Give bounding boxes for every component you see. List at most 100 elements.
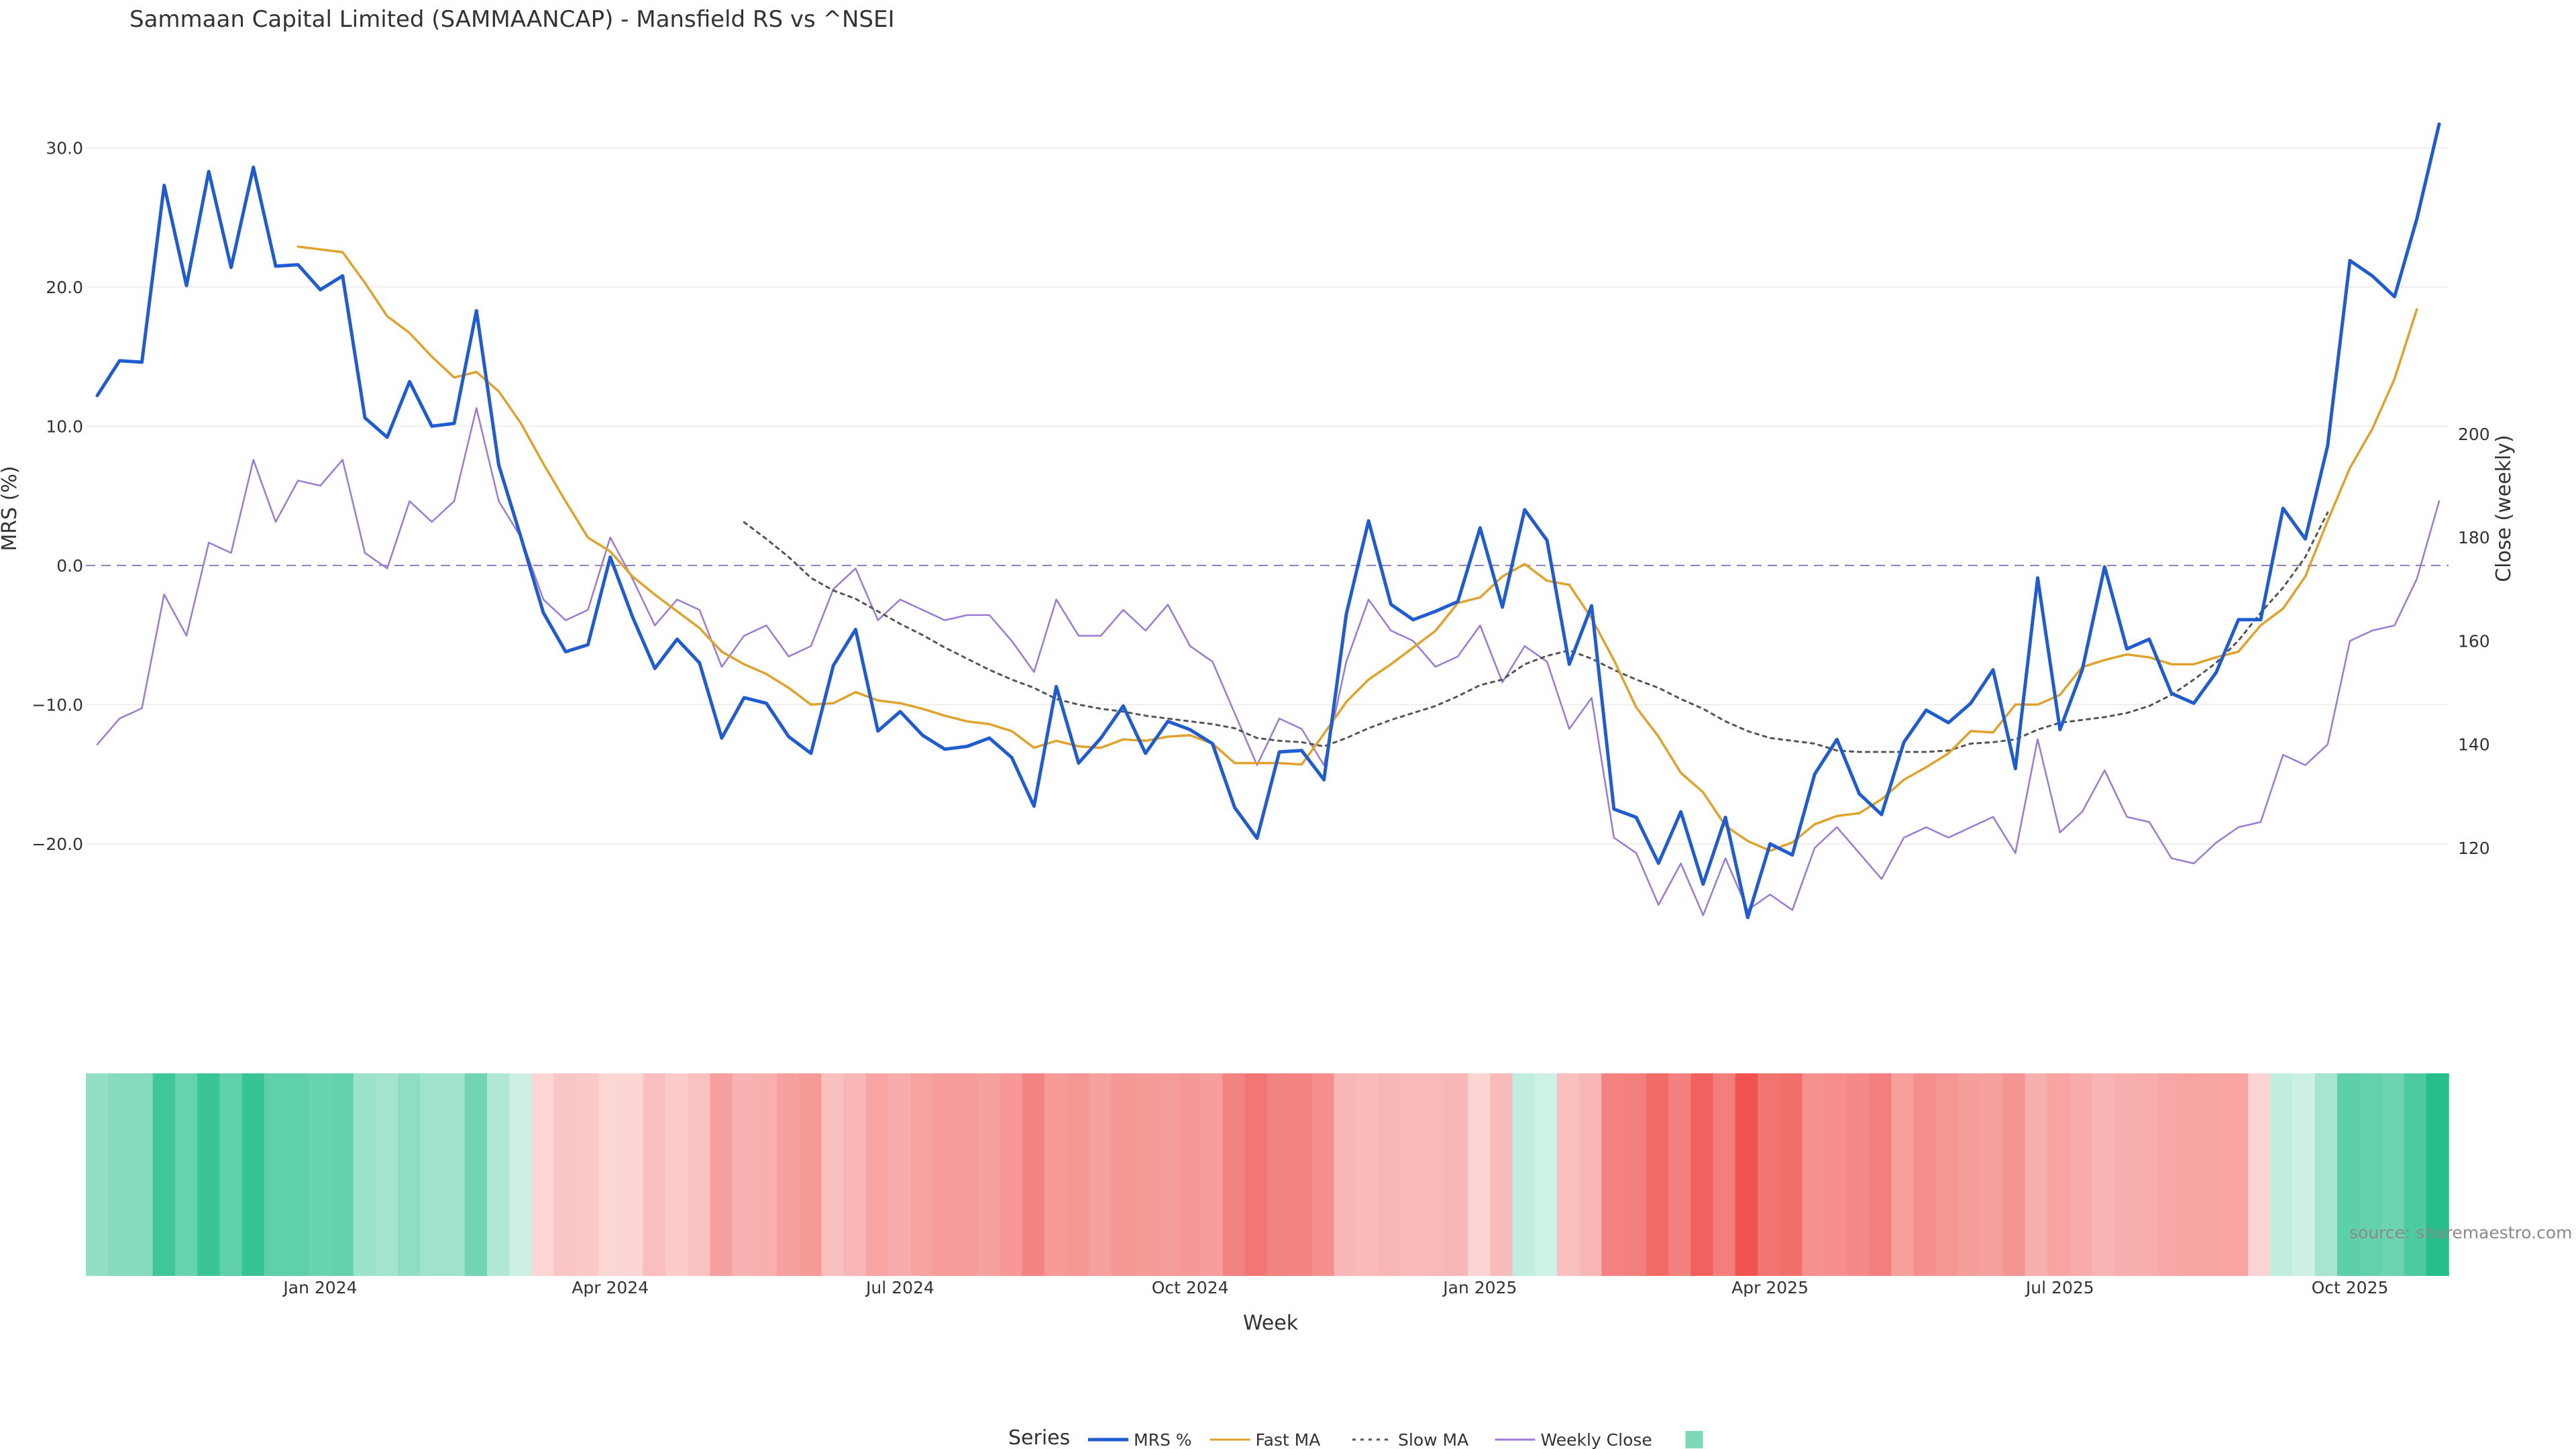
heatmap-cell [2225,1073,2249,1276]
heatmap-cell [531,1073,555,1276]
heatmap-cell [1824,1073,1847,1276]
heatmap-cell [777,1073,800,1276]
legend-item: Fast MA [1210,1430,1321,1449]
heatmap-cell [821,1073,845,1276]
heatmap-cell [1802,1073,1825,1276]
heatmap-cell [865,1073,889,1276]
legend-item: MRS % [1088,1430,1192,1449]
x-tick-label: Apr 2025 [1731,1278,1809,1297]
heatmap-cell [174,1073,198,1276]
legend-item: Weekly Close [1495,1430,1652,1449]
heatmap-cell [1646,1073,1669,1276]
left-tick-label: 0.0 [56,556,83,576]
heatmap-cell [1289,1073,1313,1276]
heatmap-cell [2136,1073,2159,1276]
legend-label: Slow MA [1398,1430,1468,1449]
heatmap-cell [1066,1073,1089,1276]
x-tick-label: Oct 2024 [1152,1278,1229,1297]
heatmap-cell [932,1073,956,1276]
heatmap-cell [665,1073,688,1276]
heatmap-cell [1556,1073,1580,1276]
heatmap-cell [598,1073,622,1276]
right-tick-label: 120 [2458,839,2490,858]
heatmap-cell [264,1073,287,1276]
x-tick-label: Jan 2025 [1442,1278,1517,1297]
heatmap-cell [1401,1073,1424,1276]
heatmap-cell [888,1073,912,1276]
legend-item: Slow MA [1352,1430,1468,1449]
heatmap-cell [1222,1073,1246,1276]
heatmap-cell [1445,1073,1468,1276]
heatmap-cell [732,1073,755,1276]
heatmap-cell [1891,1073,1915,1276]
heatmap-cell [2314,1073,2338,1276]
heatmap-cell [241,1073,265,1276]
heatmap-cell [375,1073,398,1276]
heatmap-cell [1133,1073,1157,1276]
heatmap-cell [1111,1073,1134,1276]
heatmap-cell [2070,1073,2093,1276]
heatmap-cell [1512,1073,1536,1276]
heatmap-cell [1356,1073,1379,1276]
left-tick-labels: 30.0 20.0 10.0 0.0 −10.0 −20.0 [32,138,83,854]
heatmap-cell [1579,1073,1603,1276]
x-axis-title: Week [1243,1311,1299,1335]
legend-label: Weekly Close [1541,1430,1652,1449]
heatmap-cell [2114,1073,2137,1276]
heatmap-cell [197,1073,221,1276]
heatmap-cell [1244,1073,1268,1276]
heatmap-cell [2426,1073,2449,1276]
heatmap-cell [1044,1073,1067,1276]
heatmap-cell [2270,1073,2294,1276]
heatmap-cell [710,1073,733,1276]
heatmap-cell [1423,1073,1446,1276]
heatmap-cell [309,1073,332,1276]
heatmap-cell [86,1073,109,1276]
heatmap-cell [754,1073,777,1276]
heatmap-cell [1980,1073,2004,1276]
heatmap-cell [1334,1073,1357,1276]
right-tick-label: 160 [2458,631,2490,651]
left-tick-label: −10.0 [32,695,83,714]
heatmap-cell [1089,1073,1112,1276]
series-line-mrs [95,122,2441,920]
heatmap-cell [420,1073,443,1276]
heatmap-cell [487,1073,511,1276]
x-tick-label: Jul 2025 [2025,1278,2094,1297]
legend-heatmap-swatch [1685,1431,1703,1448]
heatmap-cell [1155,1073,1179,1276]
heatmap-cell [1178,1073,1201,1276]
heatmap-cell [843,1073,867,1276]
heatmap-cell [643,1073,666,1276]
heatmap-cell [1311,1073,1335,1276]
source-label: source: sharemaestro.com [2349,1223,2573,1242]
heatmap-cell [1200,1073,1224,1276]
heatmap-cell [1869,1073,1892,1276]
x-tick-label: Oct 2025 [2312,1278,2389,1297]
heatmap-cell [1601,1073,1625,1276]
heatmap-cell [331,1073,354,1276]
heatmap-cell [1490,1073,1513,1276]
heatmap-cell [1735,1073,1758,1276]
legend-label: Fast MA [1256,1430,1321,1449]
heatmap-cell [1022,1073,1045,1276]
chart-title: Sammaan Capital Limited (SAMMAANCAP) - M… [129,6,895,33]
heatmap-cell [1267,1073,1291,1276]
heatmap-cell [353,1073,376,1276]
heatmap-cell [576,1073,600,1276]
heatmap-cell [464,1073,488,1276]
heatmap-cell [1780,1073,1803,1276]
heatmap-cell [1690,1073,1714,1276]
heatmap-cell [2159,1073,2182,1276]
left-tick-label: 20.0 [46,278,83,297]
left-tick-label: −20.0 [32,835,83,854]
heatmap-cell [442,1073,466,1276]
heatmap-cell [286,1073,310,1276]
heatmap-cell [1379,1073,1402,1276]
heatmap-cell [1958,1073,1982,1276]
heatmap-cell [2247,1073,2271,1276]
heatmap-cell [2292,1073,2316,1276]
heatmap-cell [1668,1073,1692,1276]
heatmap-cell [2381,1073,2405,1276]
